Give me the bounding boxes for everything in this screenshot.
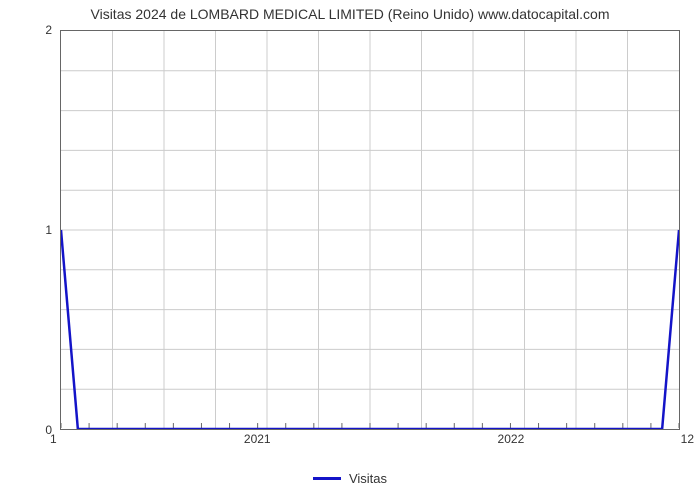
legend: Visitas	[0, 467, 700, 486]
y-tick-label: 0	[32, 423, 52, 437]
x-tick-label: 2022	[498, 432, 525, 446]
y-tick-label: 1	[32, 223, 52, 237]
x-axis-left-corner: 1	[50, 432, 57, 446]
plot-area	[60, 30, 680, 430]
x-axis-right-corner: 12	[681, 432, 694, 446]
legend-swatch	[313, 477, 341, 480]
plot-svg	[61, 31, 679, 429]
legend-item: Visitas	[313, 471, 387, 486]
x-tick-label: 2021	[244, 432, 271, 446]
chart-container: Visitas 2024 de LOMBARD MEDICAL LIMITED …	[0, 0, 700, 500]
legend-label: Visitas	[349, 471, 387, 486]
y-tick-label: 2	[32, 23, 52, 37]
chart-title: Visitas 2024 de LOMBARD MEDICAL LIMITED …	[0, 6, 700, 22]
